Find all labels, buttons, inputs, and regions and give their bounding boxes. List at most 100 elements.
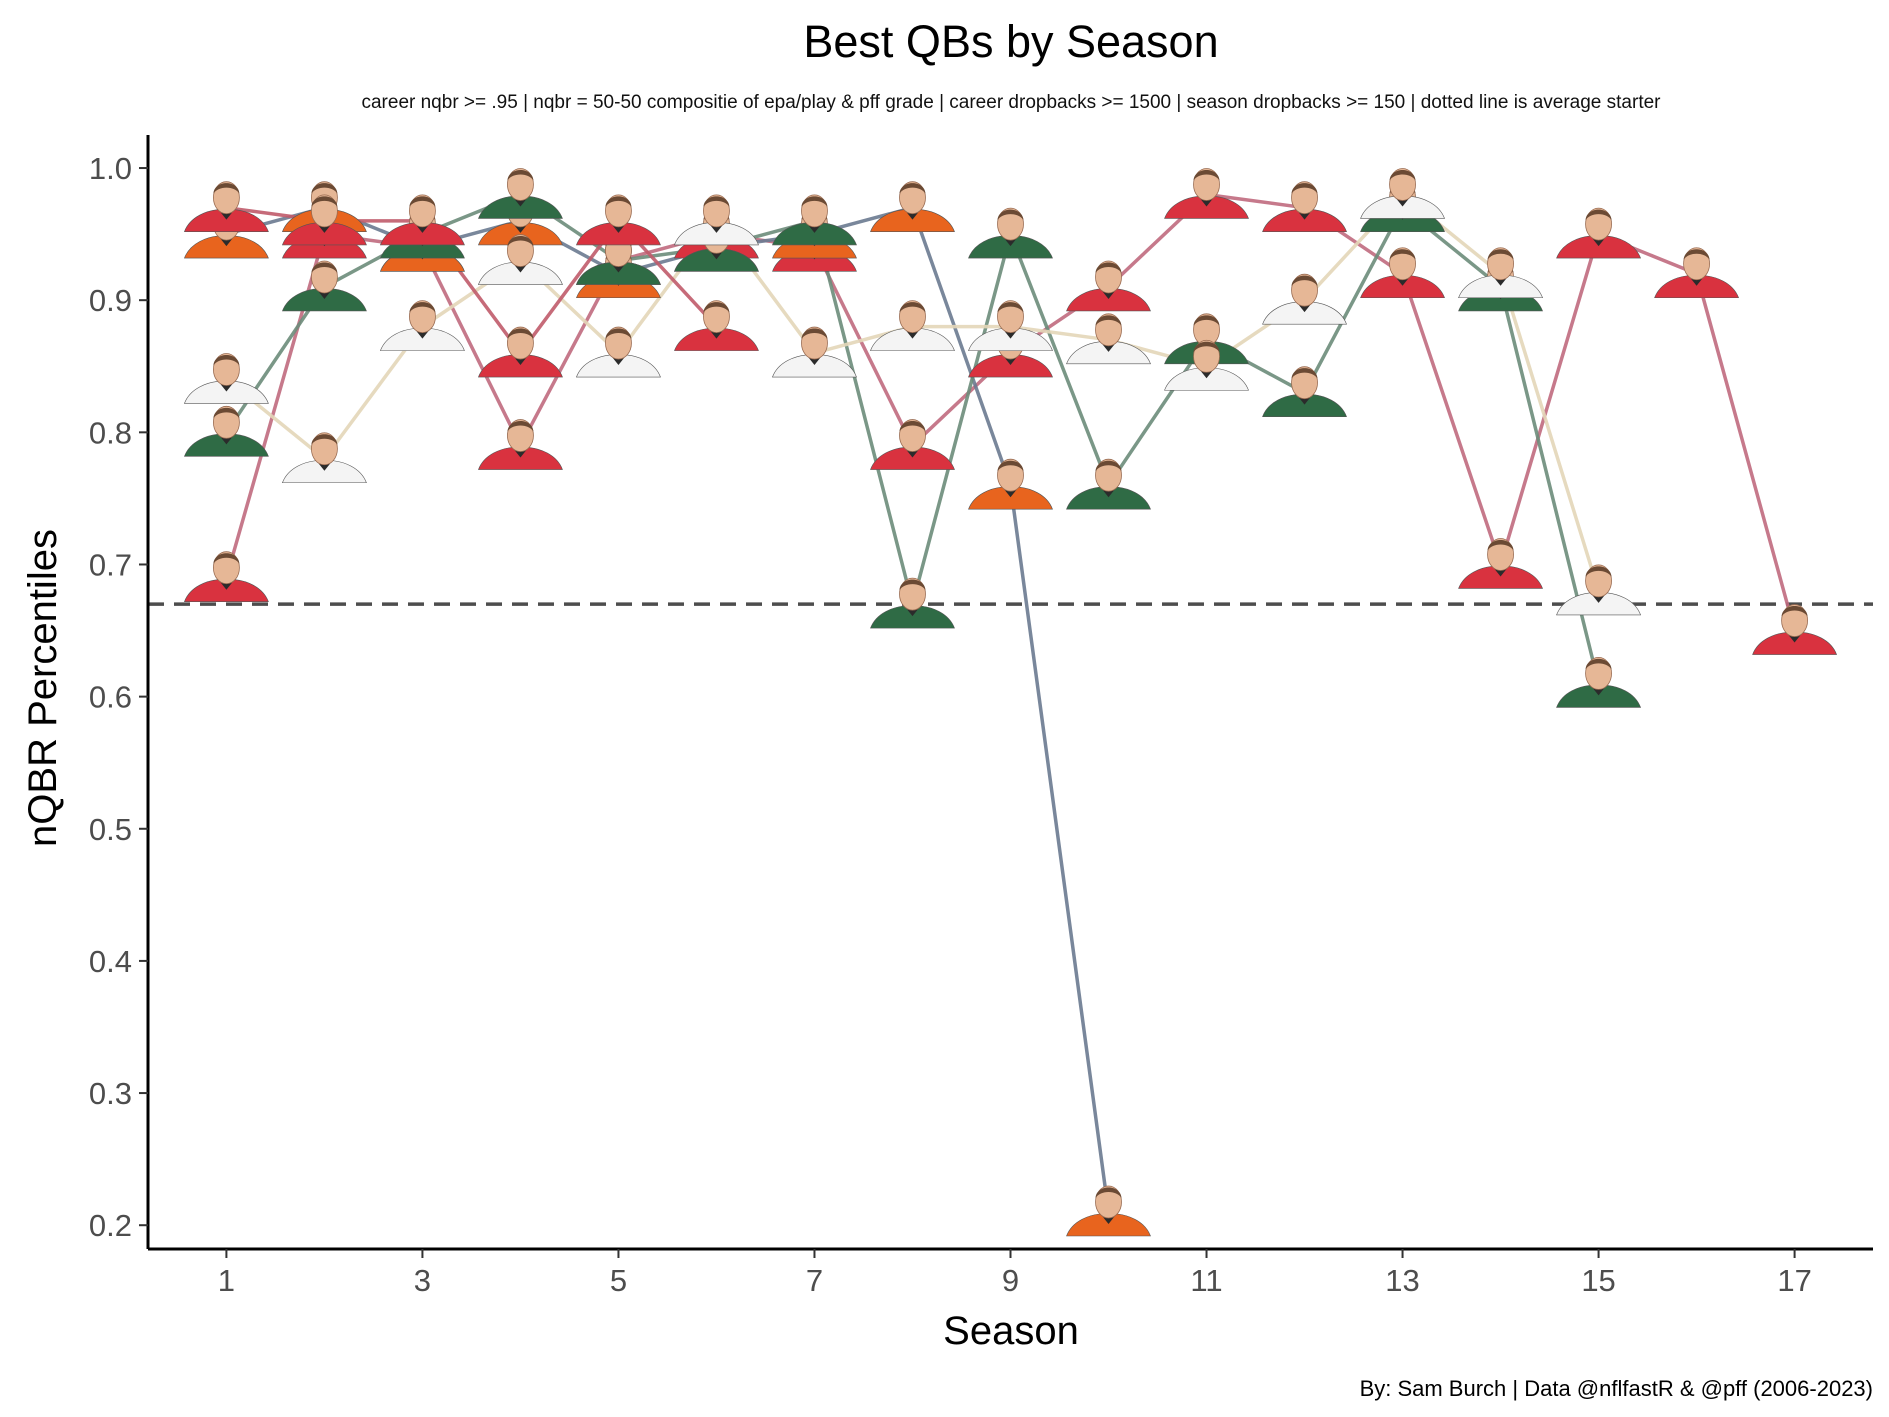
face-shape: [1781, 604, 1808, 637]
x-tick-label: 5: [610, 1263, 627, 1298]
hair-shape: [1193, 169, 1220, 181]
face-shape: [801, 194, 828, 228]
qb-headshot-marker: [1458, 538, 1543, 589]
qb-headshot-marker: [478, 168, 563, 219]
qb-headshot-marker: [968, 300, 1053, 351]
face-shape: [1095, 458, 1122, 492]
face-shape: [1095, 260, 1122, 294]
qb-headshot-marker: [1654, 247, 1740, 299]
hair-shape: [1095, 262, 1122, 273]
face-shape: [997, 300, 1024, 334]
hair-shape: [1781, 606, 1808, 617]
qb-headshot-marker: [1164, 168, 1249, 219]
hair-shape: [213, 183, 240, 194]
hair-shape: [899, 579, 926, 591]
qb-headshot-marker: [183, 551, 269, 602]
qb-headshot-marker: [674, 300, 759, 351]
face-shape: [605, 194, 632, 228]
hair-shape: [1291, 275, 1318, 287]
hair-shape: [1487, 539, 1514, 551]
hair-shape: [311, 434, 338, 445]
hair-shape: [997, 209, 1024, 221]
face-shape: [1585, 207, 1612, 241]
qb-headshot-marker: [772, 326, 857, 378]
face-shape: [1585, 564, 1612, 598]
plot-area: [148, 168, 1873, 1237]
face-shape: [1095, 1185, 1122, 1219]
hair-shape: [213, 553, 240, 564]
qb-headshot-marker: [478, 234, 563, 285]
x-tick-label: 9: [1002, 1263, 1019, 1298]
x-tick-label: 1: [218, 1263, 235, 1298]
y-tick-label: 0.7: [89, 547, 132, 582]
hair-shape: [1389, 249, 1416, 260]
hair-shape: [1487, 249, 1514, 260]
face-shape: [507, 168, 534, 201]
y-tick-label: 0.3: [89, 1076, 132, 1111]
x-tick-label: 11: [1190, 1263, 1222, 1298]
qb-headshot-marker: [281, 432, 367, 484]
hair-shape: [605, 328, 632, 340]
qb-headshot-marker: [576, 326, 661, 378]
axes: 0.20.30.40.50.60.70.80.91.01 3 5 7 9 11 13 15 17: [89, 135, 1873, 1298]
hair-shape: [507, 328, 534, 340]
hair-shape: [899, 302, 926, 313]
face-shape: [311, 260, 338, 294]
hair-shape: [1585, 658, 1612, 670]
qb-headshot-marker: [1556, 207, 1642, 259]
qb-headshot-marker: [968, 458, 1053, 510]
y-tick-label: 0.4: [89, 944, 132, 979]
qb-headshot-marker: [183, 405, 269, 457]
qb-headshot-marker: [281, 194, 367, 246]
hair-shape: [311, 183, 338, 194]
hair-shape: [997, 460, 1024, 472]
y-tick-label: 1.0: [89, 151, 132, 186]
x-tick-label: 3: [414, 1263, 431, 1298]
y-tick-label: 0.6: [89, 680, 132, 715]
qb-headshot-marker: [870, 181, 955, 232]
qb-headshot-marker: [478, 326, 563, 378]
hair-shape: [409, 196, 436, 207]
hair-shape: [1291, 183, 1318, 194]
face-shape: [997, 207, 1024, 241]
face-shape: [409, 300, 436, 334]
hair-shape: [1389, 169, 1416, 181]
qb-headshot-marker: [1556, 657, 1642, 708]
face-shape: [605, 326, 632, 360]
qb-headshot-marker: [1458, 247, 1543, 299]
hair-shape: [899, 183, 926, 194]
qb-headshot-marker: [478, 419, 563, 470]
hair-shape: [311, 196, 338, 207]
face-shape: [213, 551, 240, 585]
face-shape: [1487, 538, 1514, 571]
face-shape: [1291, 366, 1318, 400]
y-tick-label: 0.2: [89, 1208, 132, 1243]
face-shape: [1683, 247, 1710, 281]
qb-headshot-marker: [1164, 339, 1249, 391]
x-tick-label: 15: [1581, 1263, 1615, 1298]
qb-headshot-marker: [870, 300, 955, 351]
series-line-1: [224, 192, 1797, 632]
face-shape: [899, 300, 926, 334]
face-shape: [1193, 339, 1220, 373]
qb-headshot-marker: [870, 577, 955, 629]
face-shape: [899, 419, 926, 452]
chart-subtitle: career nqbr >= .95 | nqbr = 50-50 compos…: [361, 92, 1661, 113]
hair-shape: [213, 407, 240, 419]
y-tick-label: 0.9: [89, 283, 132, 318]
face-shape: [703, 194, 730, 228]
hair-shape: [409, 302, 436, 313]
qb-headshot-marker: [1262, 366, 1347, 417]
face-shape: [507, 419, 534, 452]
hair-shape: [703, 302, 730, 313]
chart-caption: By: Sam Burch | Data @nflfastR & @pff (2…: [1360, 1376, 1873, 1401]
face-shape: [311, 194, 338, 228]
hair-shape: [507, 169, 534, 181]
qb-headshot-marker: [379, 300, 465, 351]
x-tick-label: 17: [1777, 1263, 1811, 1298]
qb-headshot-marker: [1066, 1185, 1151, 1237]
hair-shape: [1585, 566, 1612, 577]
hair-shape: [1193, 341, 1220, 353]
hair-shape: [899, 421, 926, 432]
